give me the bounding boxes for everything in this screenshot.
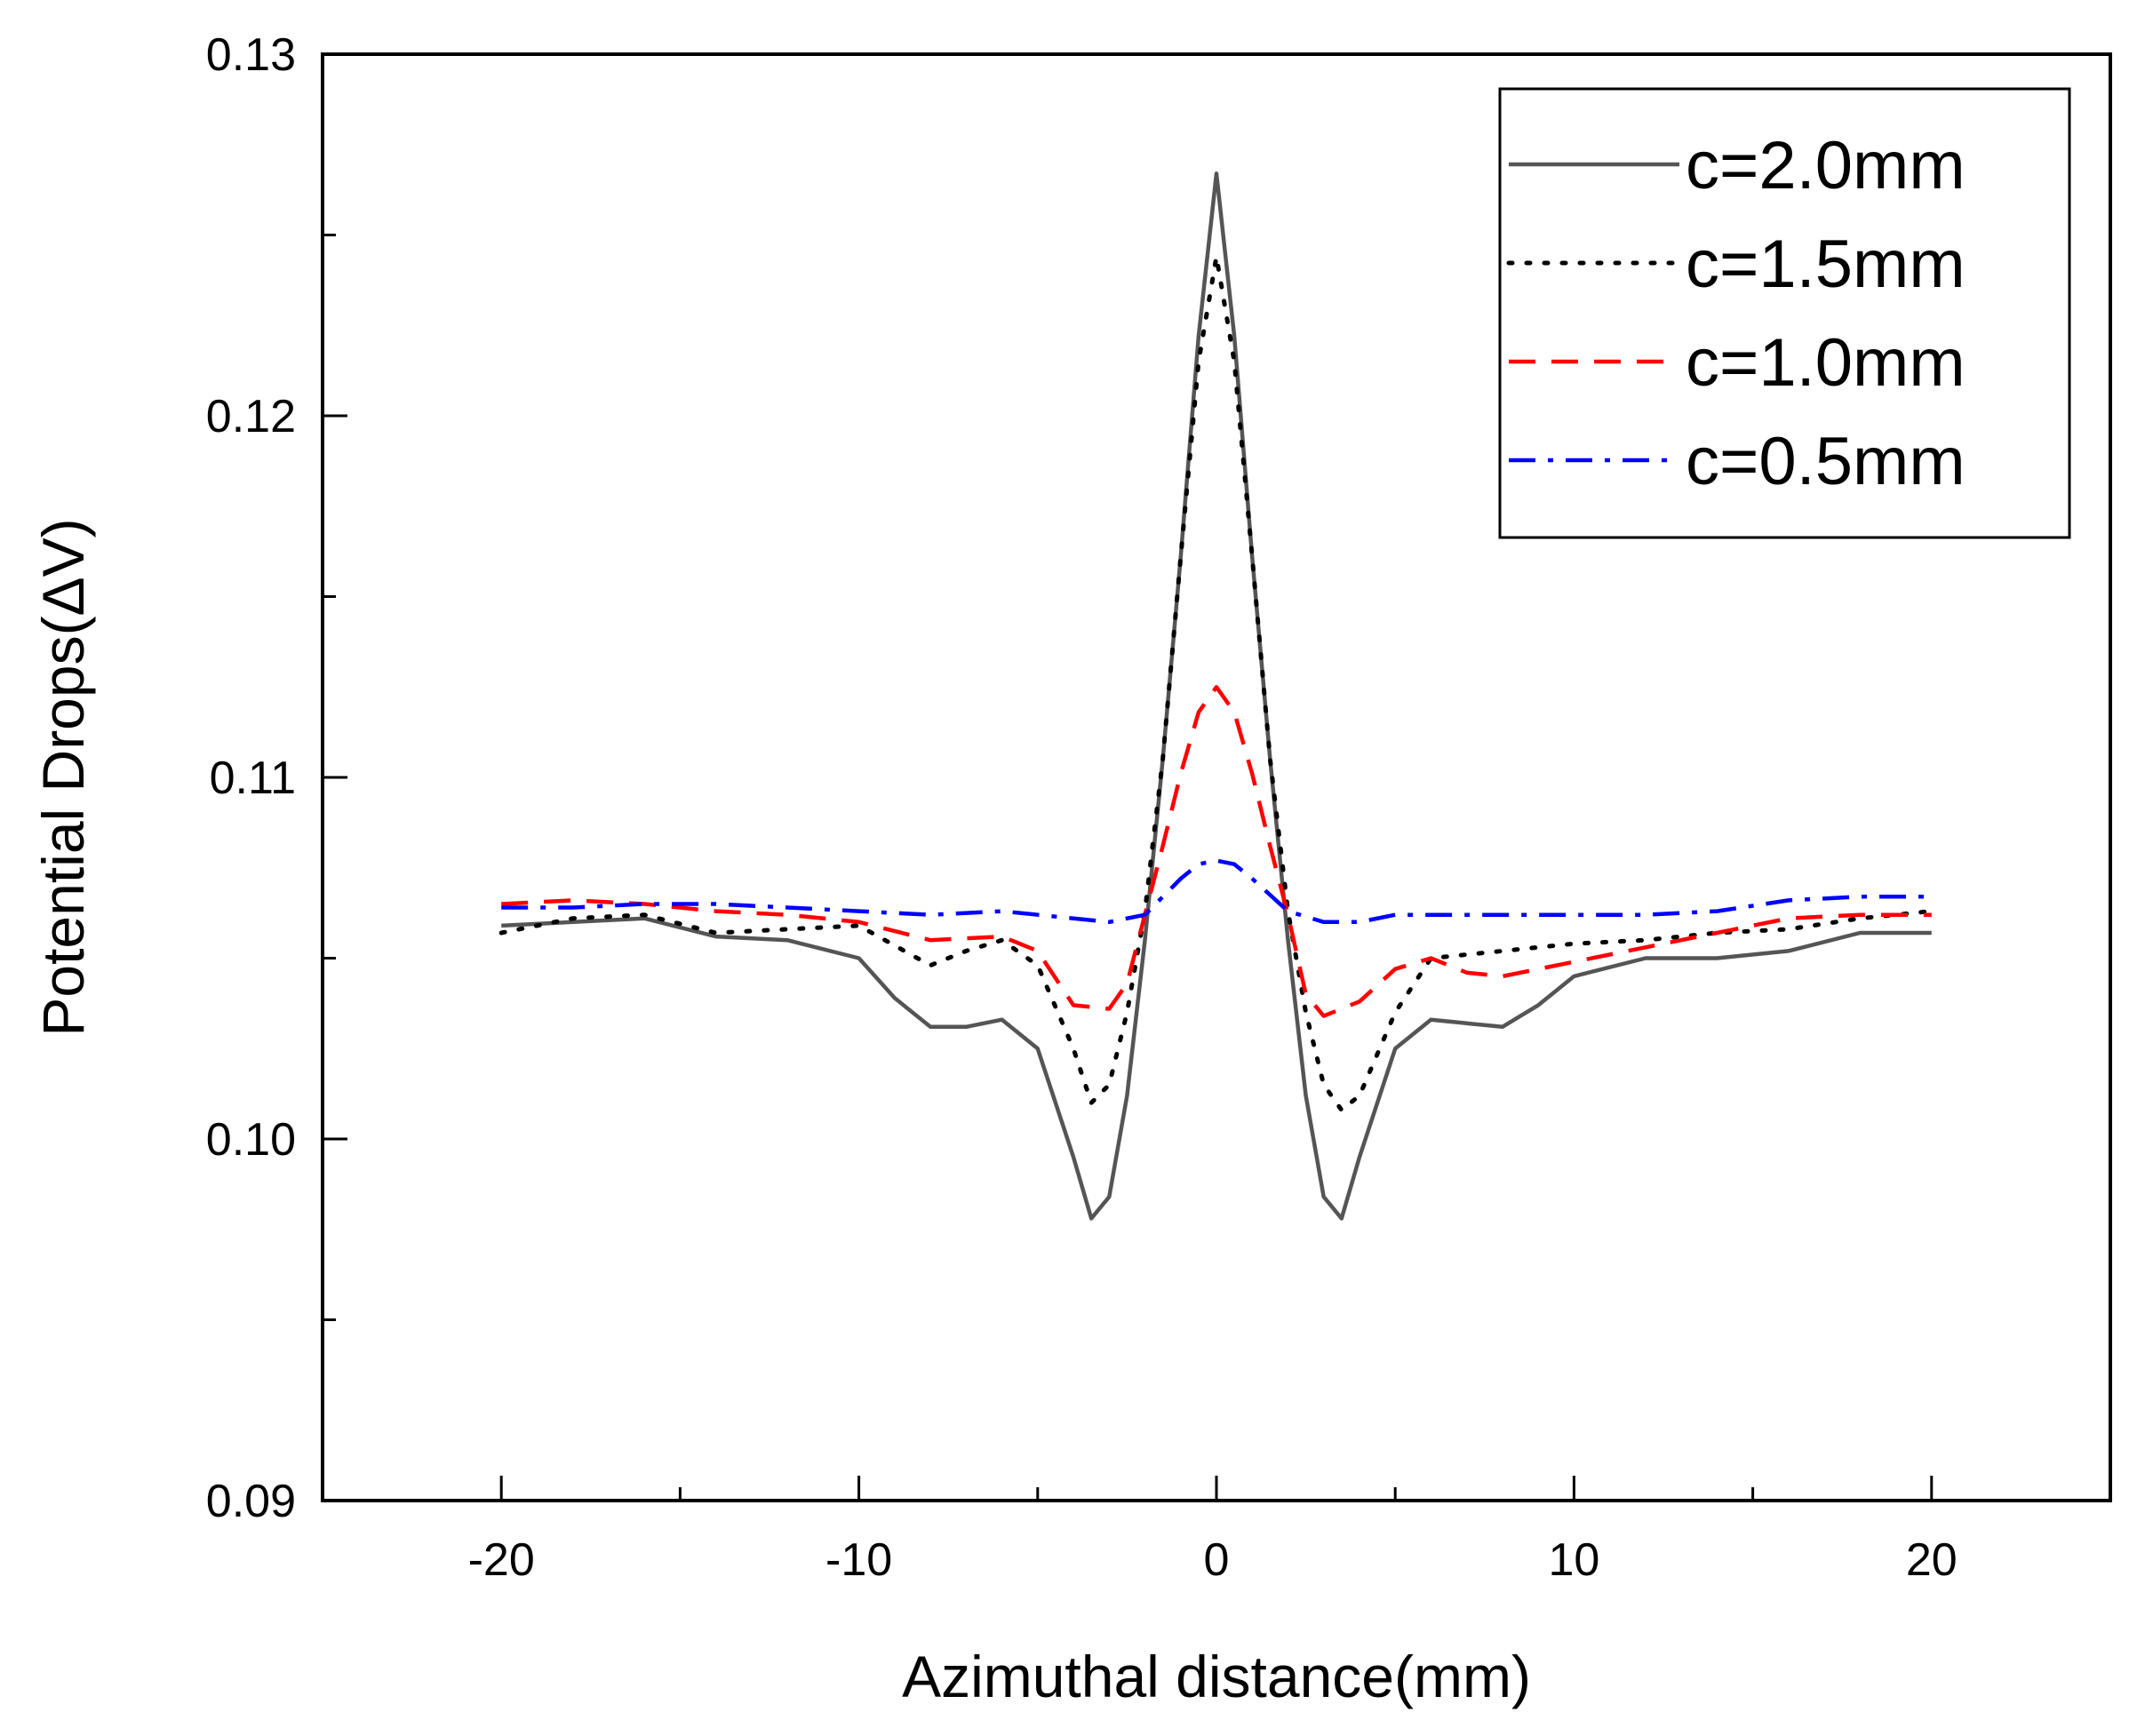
legend-label-1: c=2.0mm (1686, 128, 1966, 203)
legend-label-2: c=1.5mm (1686, 227, 1966, 302)
y-tick-label: 0.11 (210, 753, 296, 804)
y-axis-title: Potential Drops(ΔV) (30, 518, 96, 1036)
series-layer (498, 171, 1934, 1221)
legend-label-4: c=0.5mm (1686, 424, 1966, 499)
y-tick-label: 0.13 (206, 29, 296, 81)
x-axis-ticks: -20 -10 0 10 20 (468, 1476, 1958, 1586)
x-tick-label: 10 (1548, 1534, 1599, 1586)
y-tick-label: 0.12 (206, 391, 296, 442)
series-line-3 (501, 685, 1932, 1018)
y-tick-label: 0.10 (206, 1114, 296, 1166)
x-tick-label: 0 (1204, 1534, 1230, 1586)
series-line-4 (501, 858, 1932, 925)
x-tick-label: -10 (825, 1534, 892, 1586)
series-line-2 (498, 254, 1934, 1112)
legend: c=2.0mm c=1.5mm c=1.0mm c=0.5mm (1498, 87, 2071, 539)
y-axis-ticks: 0.09 0.10 0.11 0.12 0.13 (206, 29, 347, 1527)
x-axis-title: Azimuthal distance(mm) (902, 1644, 1531, 1709)
legend-label-3: c=1.0mm (1686, 325, 1966, 401)
y-tick-label: 0.09 (206, 1476, 296, 1527)
x-tick-label: 20 (1906, 1534, 1958, 1586)
series-line-1 (501, 171, 1932, 1221)
x-tick-label: -20 (468, 1534, 535, 1586)
